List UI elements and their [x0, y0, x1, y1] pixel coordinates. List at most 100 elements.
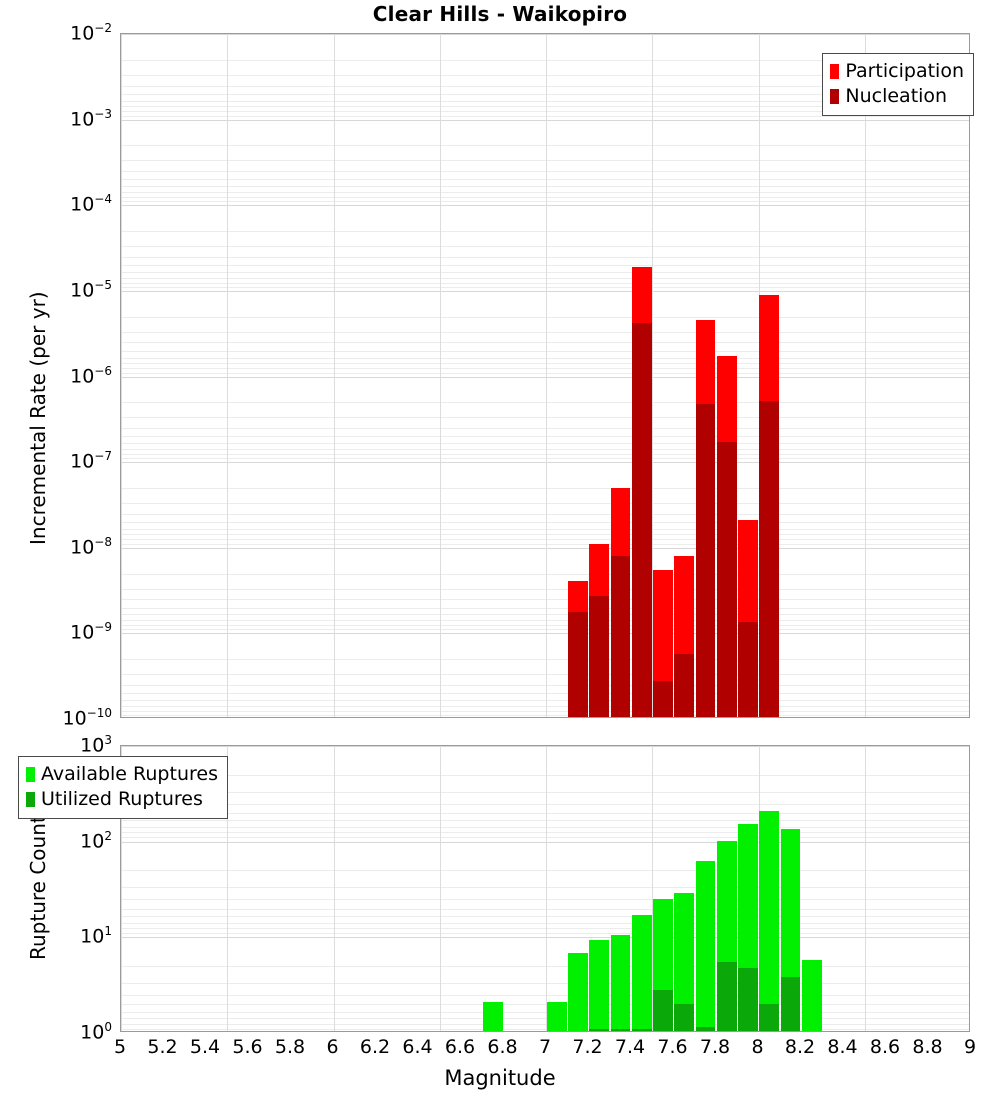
legend-label-participation: Participation [845, 60, 964, 82]
y-tick-label: 10−4 [70, 192, 112, 216]
rupture-count-plot [120, 745, 970, 1032]
gridline-vertical [439, 746, 441, 1031]
gridline-minor [121, 145, 969, 147]
gridline-minor [121, 316, 969, 318]
gridline-minor [121, 372, 969, 374]
gridline-major [121, 841, 969, 843]
x-tick-label: 8.4 [827, 1036, 858, 1058]
gridline-minor [121, 710, 969, 712]
gridline-minor [121, 774, 969, 776]
x-tick-label: 5.2 [147, 1036, 178, 1058]
gridline-minor [121, 448, 969, 450]
bar-nucleation [589, 595, 609, 717]
gridline-minor [121, 982, 969, 984]
bar-nucleation [738, 621, 758, 717]
gridline-major [121, 290, 969, 292]
x-tick-label: 6 [326, 1036, 339, 1058]
bar-nucleation [610, 555, 631, 717]
gridline-minor [121, 443, 969, 445]
gridline-minor [121, 625, 969, 627]
bar-utilized-ruptures [589, 1028, 609, 1031]
legend-label-utilized-ruptures: Utilized Ruptures [41, 788, 203, 810]
gridline-minor [121, 543, 969, 545]
gridline-vertical [227, 746, 229, 1031]
gridline-vertical [121, 34, 122, 717]
y-tick-label: 10−6 [70, 363, 112, 387]
gridline-minor [121, 599, 969, 601]
bar-utilized-ruptures [653, 989, 673, 1031]
y-tick-label: 100 [80, 1020, 112, 1044]
gridline-minor [121, 922, 969, 924]
gridline-major [121, 937, 969, 939]
bottom-legend: Available Ruptures Utilized Ruptures [18, 756, 228, 819]
gridline-minor [121, 402, 969, 404]
gridline-minor [121, 106, 969, 108]
gridline-minor [121, 201, 969, 203]
x-tick-label: 7.8 [699, 1036, 731, 1058]
gridline-minor [121, 994, 969, 996]
gridline-minor [121, 607, 969, 609]
legend-item-participation: Participation [830, 59, 964, 84]
x-tick-label: 5.4 [189, 1036, 221, 1058]
gridline-minor [121, 171, 969, 173]
bar-available-ruptures [610, 935, 631, 1031]
y-tick-label: 102 [80, 828, 112, 852]
gridline-minor [121, 693, 969, 695]
gridline-minor [121, 282, 969, 284]
gridline-minor [121, 832, 969, 834]
bar-nucleation [653, 681, 673, 717]
gridline-vertical [864, 746, 866, 1031]
gridline-minor [121, 271, 969, 273]
gridline-minor [121, 700, 969, 701]
bar-utilized-ruptures [610, 1028, 631, 1031]
chart-title: Clear Hills - Waikopiro [372, 2, 628, 26]
gridline-major [121, 462, 969, 464]
bar-nucleation [695, 404, 716, 717]
bar-utilized-ruptures [674, 1004, 694, 1031]
gridline-vertical [652, 34, 654, 717]
x-tick-label: 6.6 [444, 1036, 476, 1058]
gridline-minor [121, 870, 969, 872]
gridline-minor [121, 342, 969, 344]
bar-nucleation [568, 611, 588, 717]
bar-participation [653, 570, 673, 717]
gridline-minor [121, 1011, 969, 1013]
bar-available-ruptures [589, 939, 609, 1031]
gridline-minor [121, 659, 969, 661]
gridline-minor [121, 715, 969, 717]
gridline-minor [121, 629, 969, 631]
gridline-minor [121, 887, 969, 889]
gridline-minor [121, 231, 969, 233]
bar-utilized-ruptures [738, 967, 758, 1031]
x-tick-label: 5 [113, 1036, 127, 1058]
bar-available-ruptures [483, 1002, 503, 1031]
gridline-minor [121, 899, 969, 901]
gridline-minor [121, 674, 969, 676]
gridline-minor [121, 908, 969, 910]
gridline-minor [121, 528, 969, 530]
gridline-minor [121, 453, 969, 455]
bar-nucleation [631, 322, 652, 717]
x-tick-label: 7.2 [572, 1036, 603, 1058]
x-axis-label: Magnitude [444, 1066, 556, 1090]
y-tick-label: 10−2 [70, 21, 112, 45]
gridline-minor [121, 191, 969, 193]
y-tick-label: 10−9 [70, 620, 112, 644]
x-tick-label: 8.6 [869, 1036, 901, 1058]
gridline-minor [121, 115, 969, 117]
gridline-minor [121, 487, 969, 489]
gridline-minor [121, 791, 969, 793]
gridline-major [121, 746, 969, 747]
x-tick-label: 6.4 [402, 1036, 433, 1058]
gridline-minor [121, 246, 969, 248]
bar-nucleation [674, 653, 694, 717]
gridline-major [121, 633, 969, 635]
gridline-minor [121, 350, 969, 352]
legend-label-available-ruptures: Available Ruptures [41, 763, 218, 785]
gridline-minor [121, 705, 969, 707]
x-tick-label: 6.8 [487, 1036, 518, 1058]
incremental-rate-plot [120, 33, 970, 718]
y-tick-label: 103 [80, 733, 112, 757]
gridline-vertical [227, 34, 229, 717]
